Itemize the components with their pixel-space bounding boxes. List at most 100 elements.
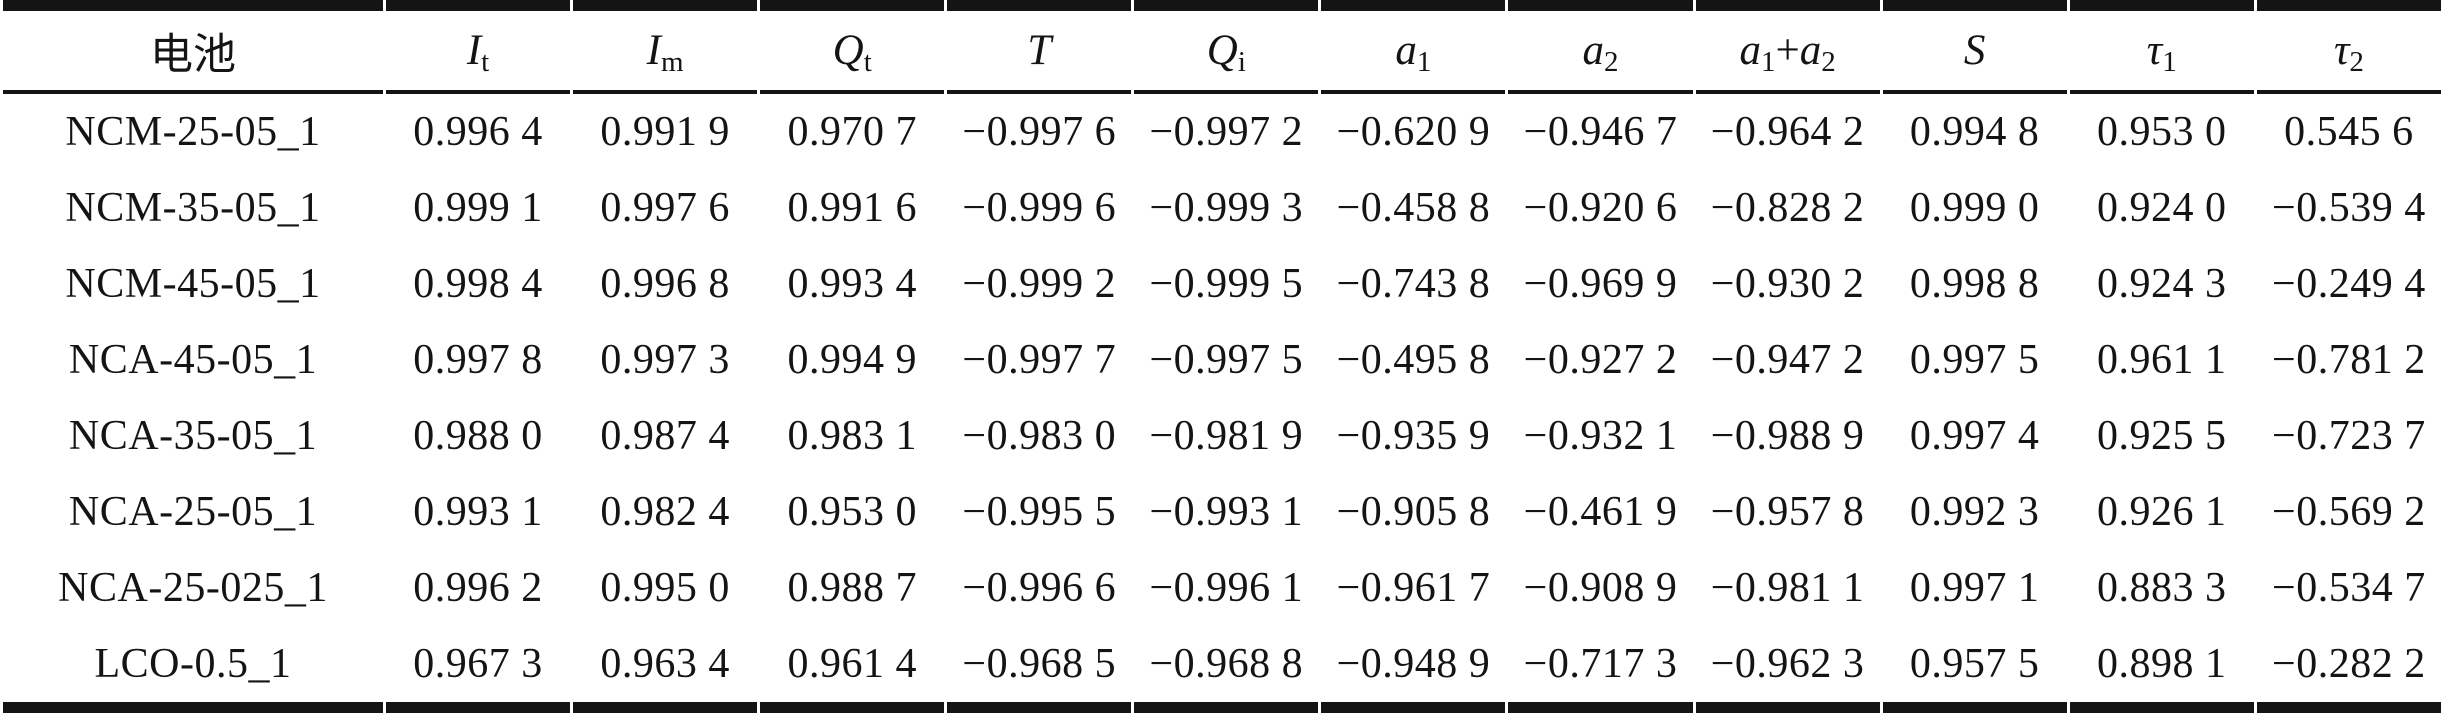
value-cell: −0.981 1 (1710, 565, 1865, 611)
header-text-part: a (1799, 27, 1822, 74)
value-cell: 0.988 7 (787, 565, 917, 611)
value-cell: −0.983 0 (962, 413, 1117, 459)
value-cell: −0.495 8 (1336, 337, 1491, 383)
value-cell: −0.997 2 (1149, 109, 1304, 155)
battery-name-cell: NCM-45-05_1 (65, 261, 321, 307)
value-cell: −0.534 7 (2272, 565, 2426, 611)
value-cell: −0.905 8 (1336, 489, 1491, 535)
value-cell: −0.723 7 (2272, 413, 2426, 459)
value-cell: −0.781 2 (2272, 337, 2426, 383)
value-cell: 0.967 3 (386, 626, 571, 713)
column-header-S: S (1882, 0, 2067, 94)
value-cell: −0.828 2 (1710, 185, 1865, 231)
value-cell: −0.993 1 (1149, 489, 1304, 535)
value-cell: −0.948 9 (1321, 626, 1506, 713)
header-text-part: i (1237, 46, 1246, 79)
battery-name-cell: NCA-25-05_1 (68, 489, 318, 535)
value-cell: 0.963 4 (573, 626, 758, 713)
value-cell: −0.461 9 (1523, 489, 1678, 535)
column-header-battery: 电池 (3, 0, 383, 94)
value-cell: 0.996 2 (413, 565, 543, 611)
value-cell: 0.997 8 (413, 337, 543, 383)
value-cell: 0.997 3 (600, 337, 730, 383)
header-text-part: 1 (2162, 46, 2177, 79)
value-cell: 0.992 3 (1909, 489, 2040, 535)
column-header-I-t: It (386, 0, 571, 94)
value-cell: 0.987 4 (600, 413, 730, 459)
value-cell: 0.997 1 (1909, 565, 2040, 611)
header-text-part: a (1739, 27, 1761, 74)
value-cell: 0.983 1 (787, 413, 917, 459)
value-cell: 0.995 0 (600, 565, 730, 611)
value-cell: −0.947 2 (1710, 337, 1865, 383)
value-cell: 0.957 5 (1882, 626, 2067, 713)
column-header-tau1: τ1 (2069, 0, 2254, 94)
column-header-a2: a2 (1508, 0, 1693, 94)
value-cell: 0.997 5 (1909, 337, 2040, 383)
table-row: LCO-0.5_1 0.967 3 0.963 4 0.961 4 −0.968 5 −0… (3, 626, 2441, 713)
value-cell: 0.994 9 (787, 337, 917, 383)
header-text-part: 电池 (150, 31, 236, 79)
value-cell: −0.927 2 (1523, 337, 1678, 383)
value-cell: −0.932 1 (1523, 413, 1678, 459)
value-cell: 0.994 8 (1909, 109, 2040, 155)
header-text-part: 2 (1821, 46, 1836, 79)
table-row: NCA-25-05_1 0.993 1 0.982 4 0.953 0 −0.995 5… (3, 474, 2441, 550)
value-cell: −0.999 3 (1149, 185, 1304, 231)
value-cell: −0.988 9 (1710, 413, 1865, 459)
value-cell: −0.981 9 (1149, 413, 1304, 459)
header-text-part: 2 (2349, 46, 2364, 79)
value-cell: 0.953 0 (787, 489, 917, 535)
column-header-T: T (947, 0, 1132, 94)
value-cell: 0.926 1 (2096, 489, 2227, 535)
header-text-part: Q (1206, 27, 1238, 74)
value-cell: 0.997 6 (600, 185, 730, 231)
header-text-part: 1 (1416, 46, 1432, 79)
battery-name-cell: NCA-45-05_1 (68, 337, 318, 383)
value-cell: −0.961 7 (1336, 565, 1491, 611)
value-cell: −0.968 8 (1134, 626, 1319, 713)
value-cell: 0.996 4 (413, 109, 543, 155)
table-row: NCA-25-025_1 0.996 2 0.995 0 0.988 7 −0.996 … (3, 550, 2441, 626)
header-text-part: a (1395, 27, 1417, 74)
value-cell: −0.920 6 (1523, 185, 1678, 231)
value-cell: 0.883 3 (2096, 565, 2227, 611)
header-text-part: t (481, 46, 490, 79)
header-text-part: Q (832, 27, 864, 74)
battery-name-cell: NCM-35-05_1 (65, 185, 321, 231)
value-cell: 0.998 4 (413, 261, 543, 307)
value-cell: 0.997 4 (1909, 413, 2040, 459)
value-cell: −0.539 4 (2272, 185, 2426, 231)
header-text-part: 1 (1760, 46, 1776, 79)
battery-name-cell: NCA-35-05_1 (68, 413, 318, 459)
header-text-part: I (466, 27, 482, 74)
column-header-Q-i: Qi (1134, 0, 1319, 94)
value-cell: −0.997 5 (1149, 337, 1304, 383)
value-cell: −0.962 3 (1695, 626, 1880, 713)
header-text-part: τ (2146, 27, 2163, 74)
value-cell: −0.930 2 (1710, 261, 1865, 307)
value-cell: 0.982 4 (600, 489, 730, 535)
column-header-a1: a1 (1321, 0, 1506, 94)
value-cell: 0.988 0 (413, 413, 543, 459)
value-cell: −0.997 6 (962, 109, 1117, 155)
column-header-I-m: Im (573, 0, 758, 94)
value-cell: −0.968 5 (947, 626, 1132, 713)
header-text-part: τ (2333, 27, 2350, 74)
header-text-part: 2 (1604, 46, 1619, 79)
value-cell: 0.993 4 (787, 261, 917, 307)
value-cell: 0.999 0 (1909, 185, 2040, 231)
table-row: NCM-25-05_1 0.996 4 0.991 9 0.970 7 −0.997 6… (3, 94, 2441, 170)
value-cell: −0.935 9 (1336, 413, 1491, 459)
header-text-part: t (863, 46, 872, 79)
battery-name-cell: NCA-25-025_1 (58, 565, 328, 611)
value-cell: −0.957 8 (1710, 489, 1865, 535)
value-cell: −0.946 7 (1523, 109, 1678, 155)
value-cell: −0.569 2 (2272, 489, 2426, 535)
value-cell: 0.991 6 (787, 185, 917, 231)
column-header-a1-plus-a2: a1+a2 (1695, 0, 1880, 94)
